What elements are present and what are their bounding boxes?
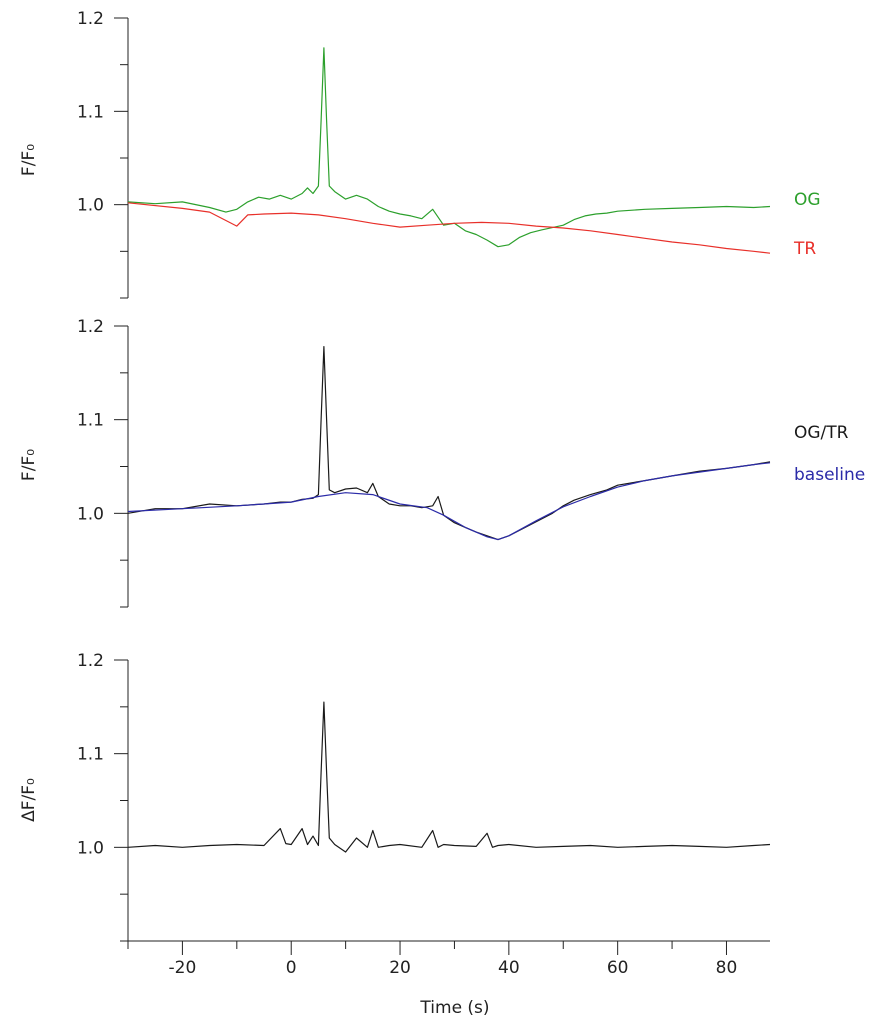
y-tick-label: 1.0 bbox=[77, 838, 104, 858]
series-line bbox=[127, 47, 771, 248]
y-tick-label: 1.2 bbox=[77, 651, 104, 671]
x-tick-label: -20 bbox=[169, 958, 197, 978]
x-tick-label: 0 bbox=[286, 958, 297, 978]
series-line bbox=[127, 462, 771, 541]
y-tick-label: 1.2 bbox=[77, 317, 104, 337]
y-tick-label: 1.0 bbox=[77, 504, 104, 524]
series-line bbox=[127, 346, 771, 541]
y-tick-label: 1.1 bbox=[77, 102, 104, 122]
legend-label: TR bbox=[793, 239, 816, 259]
x-tick-label: 80 bbox=[716, 958, 738, 978]
legend-label: baseline bbox=[794, 465, 865, 485]
y-tick-label: 1.0 bbox=[77, 196, 104, 216]
y-tick-label: 1.2 bbox=[77, 9, 104, 29]
x-tick-label: 40 bbox=[498, 958, 520, 978]
y-axis-label: F/F₀ bbox=[19, 144, 39, 176]
legend-label: OG/TR bbox=[794, 423, 849, 443]
x-tick-label: 20 bbox=[389, 958, 411, 978]
x-tick-label: 60 bbox=[607, 958, 629, 978]
series-line bbox=[127, 202, 771, 254]
series-line bbox=[127, 701, 771, 853]
legend-label: OG bbox=[794, 190, 821, 210]
y-tick-label: 1.1 bbox=[77, 411, 104, 431]
y-axis-label: ΔF/F₀ bbox=[19, 778, 39, 822]
y-tick-label: 1.1 bbox=[77, 745, 104, 765]
y-axis-label: F/F₀ bbox=[19, 449, 39, 481]
x-axis-label: Time (s) bbox=[419, 998, 489, 1018]
panels: 1.0 1.1 1.2 F/F₀ OG TR 1.0 1.1 1.2 F/F₀ OG/TR basel… bbox=[19, 9, 865, 978]
